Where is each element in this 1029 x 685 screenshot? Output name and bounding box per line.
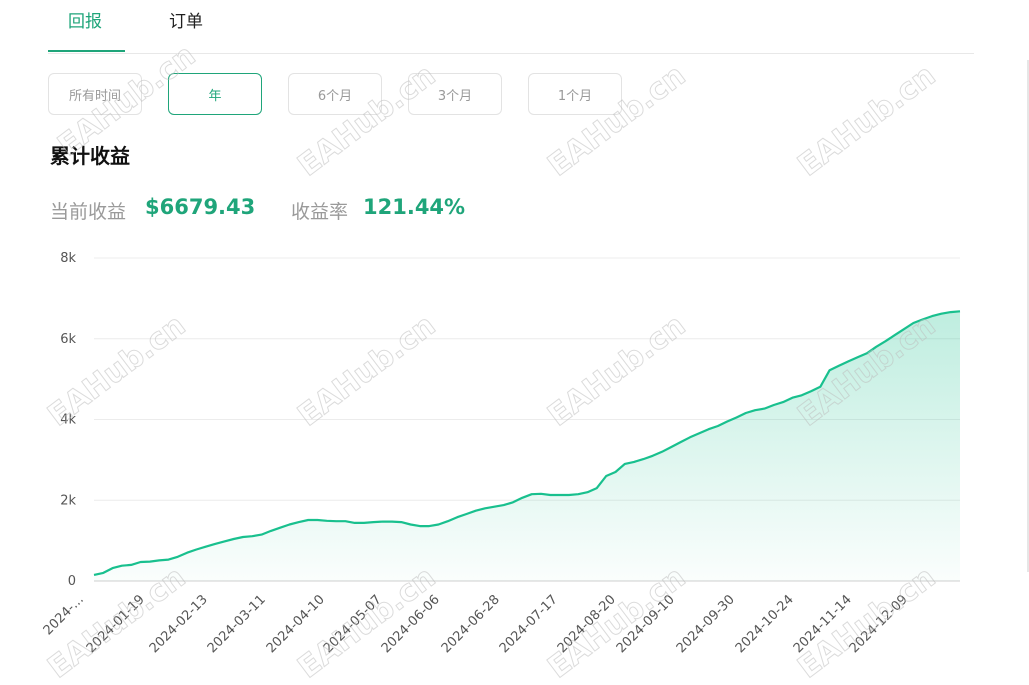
x-tick-label: 2024-09-10 bbox=[614, 592, 678, 656]
current-profit-label: 当前收益 bbox=[50, 201, 127, 223]
tab-orders[interactable]: 订单 bbox=[169, 12, 203, 32]
series-area bbox=[94, 311, 960, 581]
tab-bar: 回报 订单 bbox=[48, 0, 974, 54]
range-3-months-button[interactable]: 3个月 bbox=[408, 73, 502, 115]
x-tick-label: 2024-02-13 bbox=[147, 592, 211, 656]
return-rate-value: 121.44% bbox=[363, 195, 466, 219]
x-tick-label: 2024-... bbox=[41, 592, 87, 638]
x-tick-label: 2024-06-06 bbox=[379, 592, 443, 656]
range-6-months-button[interactable]: 6个月 bbox=[288, 73, 382, 115]
scrollbar[interactable] bbox=[1027, 60, 1029, 572]
x-tick-label: 2024-06-28 bbox=[439, 592, 503, 656]
range-1-month-button[interactable]: 1个月 bbox=[528, 73, 622, 115]
series-line bbox=[93, 310, 961, 576]
y-tick-label: 2k bbox=[60, 493, 76, 508]
x-tick-label: 2024-04-10 bbox=[264, 592, 328, 656]
active-tab-indicator bbox=[48, 50, 125, 52]
x-tick-label: 2024-07-17 bbox=[497, 592, 561, 656]
x-tick-label: 2024-11-14 bbox=[791, 592, 855, 656]
x-tick-label: 2024-03-11 bbox=[205, 592, 269, 656]
tab-returns[interactable]: 回报 bbox=[68, 12, 102, 32]
x-tick-label: 2024-12-09 bbox=[847, 592, 911, 656]
x-tick-label: 2024-08-20 bbox=[555, 592, 619, 656]
return-rate-label: 收益率 bbox=[291, 201, 349, 223]
y-tick-label: 8k bbox=[60, 251, 76, 266]
y-tick-label: 4k bbox=[60, 413, 76, 428]
y-tick-label: 6k bbox=[60, 332, 76, 347]
y-tick-label: 0 bbox=[68, 574, 76, 589]
x-tick-label: 2024-05-07 bbox=[321, 592, 385, 656]
current-profit-value: $6679.43 bbox=[145, 195, 256, 219]
range-all-time-button[interactable]: 所有时间 bbox=[48, 73, 142, 115]
section-title: 累计收益 bbox=[50, 144, 130, 168]
range-year-button[interactable]: 年 bbox=[168, 73, 262, 115]
x-tick-label: 2024-10-24 bbox=[733, 592, 797, 656]
x-tick-label: 2024-01-19 bbox=[84, 592, 148, 656]
x-tick-label: 2024-09-30 bbox=[674, 592, 738, 656]
